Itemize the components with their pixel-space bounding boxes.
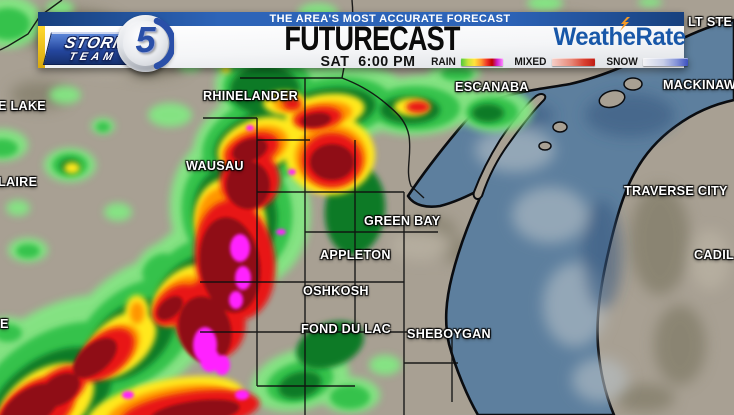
legend-snow-label: SNOW — [606, 56, 638, 68]
city-label-fond-du-lac: FOND DU LAC — [301, 321, 392, 336]
city-label-escanaba: ESCANABA — [455, 79, 529, 94]
mixed-gradient-bar — [551, 58, 595, 66]
city-label-sheboygan: SHEBOYGAN — [407, 326, 491, 341]
city-label-wausau: WAUSAU — [186, 158, 244, 173]
city-label-rice-lake-partial: E LAKE — [0, 98, 46, 113]
precip-legend: RAIN MIXED SNOW — [430, 56, 688, 68]
city-label-mackinaw: MACKINAW — [663, 77, 734, 92]
islands — [538, 77, 643, 151]
tagline-strip: THE AREA'S MOST ACCURATE FORECAST — [38, 12, 684, 26]
header-banner: THE AREA'S MOST ACCURATE FORECAST STORM … — [38, 12, 688, 72]
city-label-rhinelander: RHINELANDER — [203, 88, 298, 103]
channel-5-medallion: 5 — [117, 15, 174, 72]
city-label-oshkosh: OSHKOSH — [303, 283, 369, 298]
accent-stripe — [38, 26, 45, 68]
snow-gradient-bar — [642, 58, 688, 66]
legend-mixed-label: MIXED — [514, 56, 547, 68]
storm-team-logo-line2: TEAM — [67, 50, 119, 63]
city-label-eau-claire-partial: LAIRE — [0, 174, 38, 189]
rain-gradient-bar — [460, 58, 503, 66]
medallion-swoosh-icon — [153, 17, 174, 70]
city-label-left-edge-partial: E — [0, 316, 9, 331]
city-label-sault-ste-partial: LT STE — [688, 14, 733, 29]
lightning-bolt-icon — [620, 17, 630, 31]
city-label-green-bay: GREEN BAY — [364, 213, 441, 228]
forecast-timestamp: SAT 6:00 PM — [320, 53, 416, 70]
city-label-appleton: APPLETON — [320, 247, 391, 262]
tagline-text: THE AREA'S MOST ACCURATE FORECAST — [269, 13, 511, 25]
futurecast-title: FUTURECAST — [284, 18, 460, 58]
radar-magenta — [122, 125, 296, 400]
door-peninsula — [472, 93, 547, 200]
weatherate-logo: WeatheRate — [553, 23, 687, 51]
city-label-cadillac-partial: CADIL — [694, 247, 734, 262]
legend-rain-label: RAIN — [431, 56, 456, 68]
channel-number: 5 — [135, 19, 156, 60]
medallion-inner-ring — [123, 21, 168, 66]
city-label-traverse-city: TRAVERSE CITY — [624, 183, 728, 198]
